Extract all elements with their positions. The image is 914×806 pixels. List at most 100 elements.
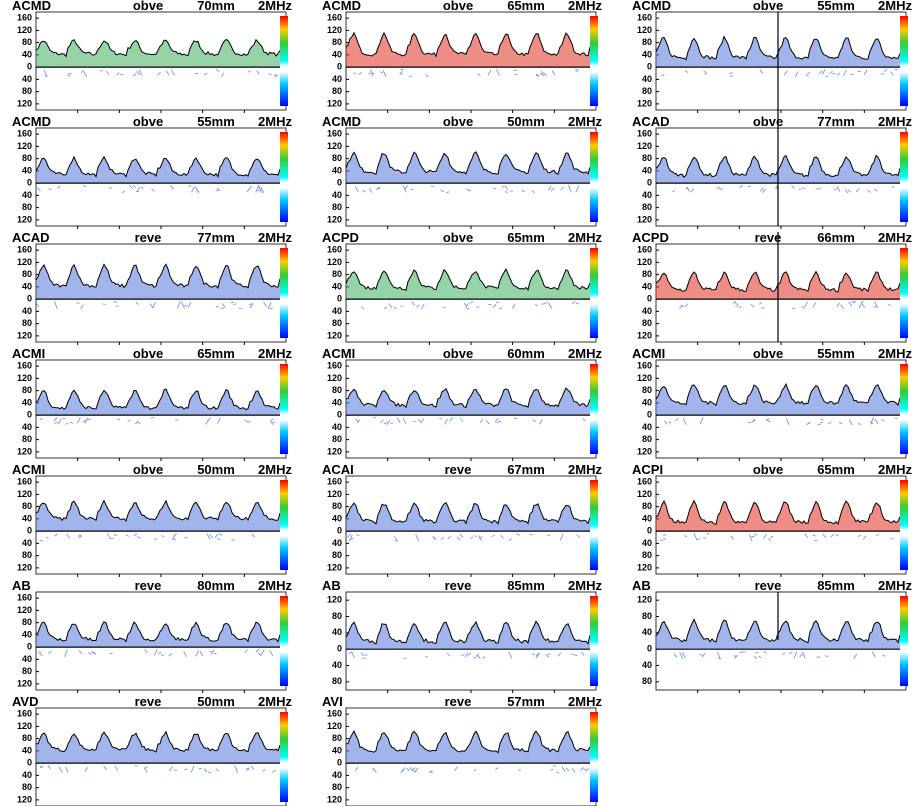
reverse-noise: [748, 534, 753, 541]
reverse-noise: [218, 533, 222, 536]
y-tick-label: 120: [637, 25, 652, 35]
panel-side: obve: [133, 346, 163, 361]
reverse-noise: [874, 188, 878, 192]
reverse-noise: [161, 535, 165, 537]
reverse-noise: [83, 71, 88, 78]
reverse-noise: [516, 533, 520, 536]
reverse-noise: [750, 303, 755, 308]
reverse-noise: [529, 533, 533, 536]
y-tick-label: 40: [642, 422, 652, 432]
y-tick-label: 120: [637, 98, 652, 108]
y-tick-label: 40: [22, 306, 32, 316]
panel: AB reve 85mm 2MHz 120 80 40 0 40 80: [632, 578, 912, 693]
reverse-noise: [217, 417, 221, 424]
reverse-noise: [244, 419, 248, 423]
reverse-noise: [420, 418, 425, 423]
reverse-noise: [738, 306, 742, 309]
y-tick-label: 120: [327, 257, 342, 267]
panel-depth: 55mm: [197, 114, 235, 129]
reverse-noise: [38, 651, 42, 653]
y-tick-label: 40: [332, 770, 342, 780]
y-tick-label: 40: [22, 422, 32, 432]
color-bar: [590, 132, 598, 222]
y-tick-label: 40: [332, 745, 342, 755]
panel-side: reve: [755, 230, 782, 245]
reverse-noise: [473, 535, 477, 537]
reverse-noise: [459, 417, 464, 423]
reverse-noise: [173, 533, 178, 536]
panel-depth: 85mm: [507, 578, 545, 593]
y-tick-label: 80: [22, 666, 32, 676]
reverse-noise: [373, 769, 377, 773]
reverse-noise: [801, 305, 805, 309]
reverse-noise: [393, 306, 397, 310]
y-tick-label: 160: [327, 129, 342, 139]
panel: ACMD obve 50mm 2MHz 160 120 80 40 0 40 80 120: [322, 114, 602, 229]
y-tick-label: 40: [642, 190, 652, 200]
color-bar: [900, 480, 908, 570]
reverse-noise: [429, 770, 433, 773]
reverse-noise: [548, 302, 553, 309]
panel-freq: 2MHz: [878, 346, 912, 361]
reverse-noise: [894, 69, 898, 71]
reverse-noise: [766, 419, 771, 423]
reverse-noise: [362, 189, 366, 193]
y-tick-label: 80: [332, 733, 342, 743]
y-tick-label: 80: [332, 318, 342, 328]
color-bar: [590, 248, 598, 338]
reverse-noise: [501, 185, 505, 188]
y-tick-label: 40: [22, 654, 32, 664]
reverse-noise: [403, 657, 407, 660]
y-tick-label: 120: [17, 678, 32, 688]
reverse-noise: [45, 537, 49, 539]
reverse-noise: [67, 74, 71, 77]
panel-freq: 2MHz: [258, 114, 292, 129]
y-tick-label: 160: [17, 245, 32, 255]
y-tick-label: 0: [27, 294, 32, 304]
y-tick-label: 40: [332, 422, 342, 432]
reverse-noise: [770, 535, 774, 539]
reverse-noise: [231, 538, 235, 541]
y-tick-label: 40: [332, 306, 342, 316]
y-tick-label: 120: [327, 98, 342, 108]
reverse-noise: [48, 188, 52, 191]
reverse-noise: [379, 71, 384, 74]
reverse-noise: [399, 70, 404, 75]
panel: AVD reve 50mm 2MHz 160 120 80 40 0 40 80 120: [12, 694, 292, 806]
reverse-noise: [683, 535, 688, 537]
color-bar: [280, 480, 288, 570]
panel-side: reve: [445, 462, 472, 477]
reverse-noise: [822, 533, 827, 538]
reverse-noise: [150, 416, 154, 419]
reverse-noise: [858, 301, 863, 309]
reverse-noise: [804, 301, 809, 308]
reverse-noise: [477, 655, 481, 659]
reverse-noise: [848, 419, 853, 426]
y-tick-label: 80: [332, 86, 342, 96]
reverse-noise: [36, 303, 40, 308]
y-tick-label: 80: [22, 318, 32, 328]
y-tick-label: 80: [332, 550, 342, 560]
reverse-noise: [545, 654, 550, 658]
reverse-noise: [684, 303, 689, 308]
panel-vessel: ACMD: [322, 114, 361, 129]
y-tick-label: 160: [327, 709, 342, 719]
panel-depth: 65mm: [197, 346, 235, 361]
reverse-noise: [716, 186, 721, 190]
panel-depth: 85mm: [817, 578, 855, 593]
reverse-noise: [221, 303, 226, 308]
reverse-noise: [110, 537, 114, 540]
y-tick-label: 120: [637, 257, 652, 267]
reverse-noise: [495, 301, 500, 304]
spectrum: [36, 621, 280, 648]
reverse-noise: [191, 186, 195, 193]
reverse-noise: [701, 652, 706, 658]
panel-freq: 2MHz: [568, 346, 602, 361]
reverse-noise: [348, 534, 353, 542]
y-tick-label: 120: [637, 562, 652, 572]
reverse-noise: [440, 189, 444, 193]
reverse-noise: [491, 535, 495, 537]
reverse-noise: [396, 417, 401, 424]
panel-vessel: ACMI: [12, 346, 45, 361]
reverse-noise: [172, 538, 177, 540]
